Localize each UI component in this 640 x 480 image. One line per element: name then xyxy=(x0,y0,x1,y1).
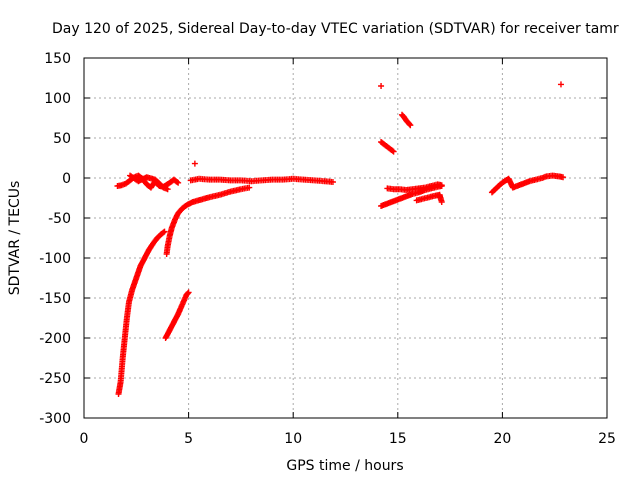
data-point-fill xyxy=(437,181,444,188)
data-point-fill xyxy=(384,143,391,150)
data-point-fill xyxy=(418,196,425,203)
data-point-fill xyxy=(558,173,565,180)
x-axis-label: GPS time / hours xyxy=(286,458,403,474)
data-point-fill xyxy=(178,302,185,309)
y-tick-label: 150 xyxy=(44,51,71,67)
data-point-fill xyxy=(173,178,180,185)
data-point-fill xyxy=(426,183,433,190)
y-tick-label: -100 xyxy=(39,251,71,267)
data-point-fill xyxy=(159,230,166,237)
data-point-fill xyxy=(525,178,532,185)
data-point-fill xyxy=(117,182,124,189)
data-point-fill xyxy=(174,179,181,185)
data-point-fill xyxy=(531,177,538,183)
data-point-fill xyxy=(388,147,395,153)
y-tick-label: 100 xyxy=(44,91,71,107)
data-point-fill xyxy=(158,182,165,189)
data-point-fill xyxy=(163,185,170,192)
y-tick-label: 0 xyxy=(62,171,71,187)
axis-ticks: 0 5 10 15 20 25 -300 -250 -200 -150 -100 -50 0 50 100 1… xyxy=(39,51,616,447)
data-point-fill xyxy=(406,121,413,128)
data-point-fill xyxy=(196,197,203,203)
data-point-fill xyxy=(160,229,167,236)
data-point-fill xyxy=(215,192,222,199)
data-points xyxy=(114,81,567,397)
x-tick-label: 20 xyxy=(493,431,511,447)
data-point-fill xyxy=(380,140,387,147)
y-tick-label: -50 xyxy=(48,211,71,227)
data-point-fill xyxy=(181,203,188,210)
data-point-fill xyxy=(124,179,131,185)
data-point-fill xyxy=(328,178,335,185)
y-tick-label: -250 xyxy=(39,371,71,387)
data-point-fill xyxy=(177,207,184,214)
chart-title: Day 120 of 2025, Sidereal Day-to-day VTE… xyxy=(52,21,619,37)
y-tick-label: -200 xyxy=(39,331,71,347)
data-point-fill xyxy=(225,189,232,196)
grid-lines xyxy=(84,58,607,418)
data-point-fill xyxy=(408,191,415,198)
x-tick-label: 0 xyxy=(80,431,89,447)
data-point xyxy=(378,83,385,89)
plot-frame xyxy=(83,57,608,419)
data-point-fill xyxy=(438,197,445,204)
data-point-fill xyxy=(389,147,396,154)
x-tick-label: 5 xyxy=(184,431,193,447)
data-point-fill xyxy=(499,179,506,186)
data-point xyxy=(557,81,564,88)
y-tick-label: 50 xyxy=(53,131,71,147)
x-tick-label: 15 xyxy=(389,431,407,447)
y-tick-label: -150 xyxy=(39,291,71,307)
data-point-fill xyxy=(541,173,548,180)
y-tick-label: -300 xyxy=(39,411,71,427)
x-tick-label: 10 xyxy=(284,431,302,447)
data-point-fill xyxy=(128,288,135,295)
data-point-fill xyxy=(424,194,431,201)
data-point-fill xyxy=(537,175,544,182)
data-point-fill xyxy=(244,184,251,191)
data-point-fill xyxy=(152,237,159,244)
data-point-fill xyxy=(205,194,212,201)
x-tick-label: 25 xyxy=(598,431,616,447)
y-axis-label: SDTVAR / TECUs xyxy=(7,181,23,296)
data-point xyxy=(191,160,198,167)
data-point-fill xyxy=(184,290,191,297)
